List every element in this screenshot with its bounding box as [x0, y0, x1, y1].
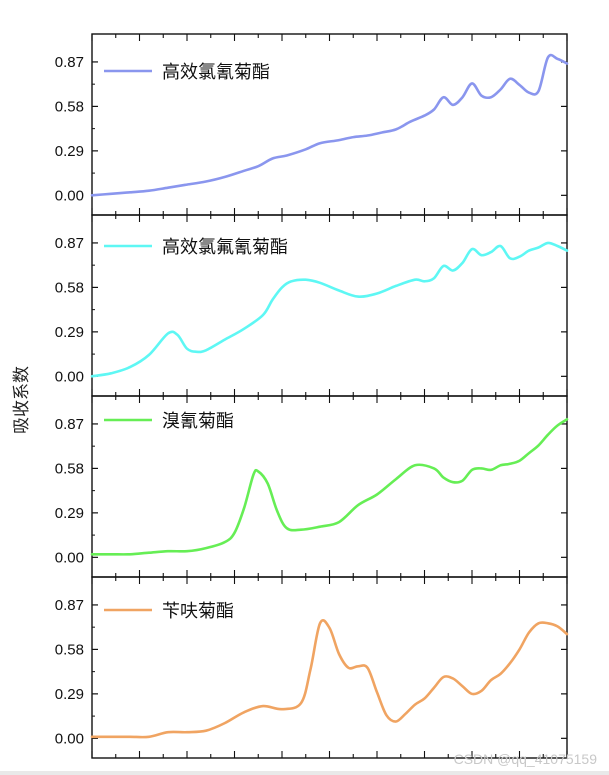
panel-3: 0.00 0.29 0.58 0.87 溴氰菊酯 — [55, 395, 569, 578]
legend-label: 溴氰菊酯 — [162, 411, 234, 431]
y-tick-label: 0.58 — [55, 641, 84, 658]
y-tick-label: 0.29 — [55, 143, 84, 160]
legend-label: 苄呋菊酯 — [162, 601, 234, 621]
y-tick-label: 0.87 — [55, 416, 84, 433]
series-line — [90, 53, 569, 197]
y-tick-label: 0.29 — [55, 324, 84, 341]
watermark: CSDN @qq_41075159 — [453, 751, 597, 767]
y-tick-label: 0.58 — [55, 279, 84, 296]
legend-label: 高效氯氟氰菊酯 — [162, 237, 288, 257]
y-tick-label: 0.58 — [55, 98, 84, 115]
y-tick-label: 0.29 — [55, 505, 84, 522]
panels: 0.00 0.29 0.58 0.87 高效氯氰菊酯 0.00 0.29 0.58 0.87 高效… — [55, 33, 569, 759]
y-tick-label: 0.00 — [55, 187, 84, 204]
panel-1: 0.00 0.29 0.58 0.87 高效氯氰菊酯 — [55, 33, 569, 216]
y-tick-label: 0.87 — [55, 54, 84, 71]
y-tick-label: 0.87 — [55, 597, 84, 614]
y-tick-label: 0.00 — [55, 368, 84, 385]
y-tick-label: 0.87 — [55, 235, 84, 252]
panel-2: 0.00 0.29 0.58 0.87 高效氯氟氰菊酯 — [55, 214, 569, 397]
y-tick-label: 0.58 — [55, 460, 84, 477]
series-line — [90, 241, 569, 378]
series-line — [90, 418, 569, 556]
y-tick-label: 0.00 — [55, 730, 84, 747]
y-axis-label: 吸收系数 — [12, 366, 31, 434]
y-tick-label: 0.00 — [55, 549, 84, 566]
series-line — [90, 619, 569, 739]
panel-4: 0.00 0.29 0.58 0.87 苄呋菊酯 — [55, 576, 569, 759]
bottom-bar — [0, 771, 609, 775]
y-tick-label: 0.29 — [55, 686, 84, 703]
legend-label: 高效氯氰菊酯 — [162, 62, 270, 82]
